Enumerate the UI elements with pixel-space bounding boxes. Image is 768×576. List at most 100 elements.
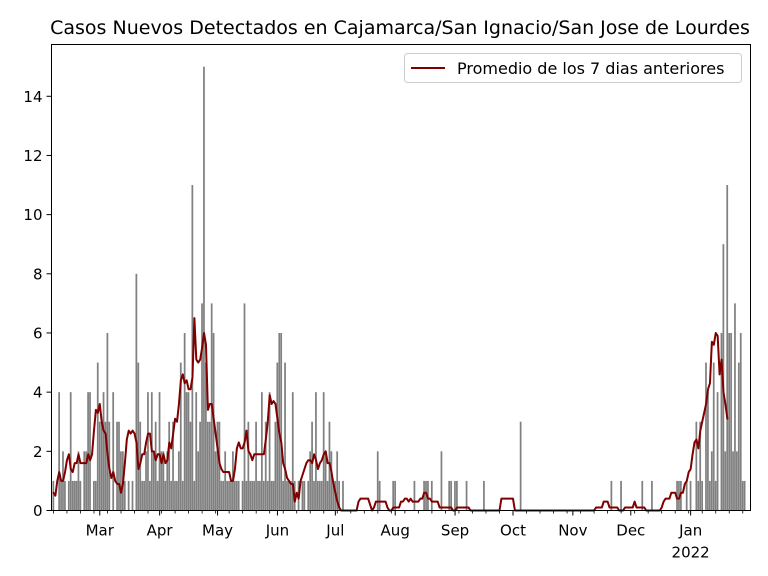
x-tick-label-aug: Aug bbox=[381, 522, 410, 540]
bar-day-149 bbox=[338, 480, 340, 511]
bar-day-142 bbox=[324, 451, 327, 511]
bar-day-146 bbox=[332, 480, 335, 511]
legend: Promedio de los 7 dias anteriores bbox=[404, 53, 742, 83]
bar-day-188 bbox=[413, 480, 416, 511]
bar-day-47 bbox=[141, 480, 144, 511]
bar-day-352 bbox=[730, 332, 732, 511]
bar-day-111 bbox=[264, 421, 267, 511]
bar-day-40 bbox=[127, 480, 130, 511]
bar-day-97 bbox=[237, 480, 240, 511]
y-tick-label-4: 4 bbox=[33, 384, 43, 402]
bar-day-109 bbox=[261, 392, 263, 511]
legend-box bbox=[404, 53, 742, 83]
bar-day-9 bbox=[67, 480, 70, 511]
x-tick-label-sep: Sep bbox=[441, 522, 469, 540]
bar-day-358 bbox=[741, 480, 744, 511]
bar-day-96 bbox=[235, 480, 238, 511]
bar-day-125 bbox=[291, 392, 294, 511]
bar-day-140 bbox=[320, 480, 323, 511]
bar-day-102 bbox=[247, 421, 250, 511]
bar-day-44 bbox=[135, 273, 138, 511]
bar-day-345 bbox=[716, 392, 719, 511]
bar-day-108 bbox=[259, 480, 261, 511]
bar-day-77 bbox=[199, 421, 201, 511]
bar-day-337 bbox=[701, 480, 703, 511]
bar-day-38 bbox=[123, 480, 126, 511]
x-tick-label-mar: Mar bbox=[86, 522, 115, 540]
bar-day-19 bbox=[87, 392, 89, 511]
bar-day-131 bbox=[303, 480, 306, 511]
bar-day-355 bbox=[736, 451, 738, 511]
bar-day-356 bbox=[737, 362, 740, 511]
bar-day-290 bbox=[610, 480, 613, 511]
bar-day-18 bbox=[85, 451, 88, 511]
bar-day-104 bbox=[251, 480, 254, 511]
bar-day-53 bbox=[152, 451, 155, 511]
plot-frame bbox=[51, 44, 751, 511]
bar-day-78 bbox=[201, 303, 203, 511]
bar-day-101 bbox=[245, 480, 248, 511]
bar-day-119 bbox=[280, 332, 283, 511]
bar-day-121 bbox=[284, 362, 286, 511]
x-tick-label-dec: Dec bbox=[616, 522, 645, 540]
bar-day-71 bbox=[187, 392, 190, 511]
bar-day-336 bbox=[699, 421, 702, 511]
bar-day-88 bbox=[220, 480, 223, 511]
bar-day-343 bbox=[712, 362, 715, 511]
bar-day-42 bbox=[131, 480, 134, 511]
bar-day-106 bbox=[255, 421, 257, 511]
bar-day-45 bbox=[137, 362, 140, 511]
bar-day-26 bbox=[100, 421, 103, 511]
bar-day-143 bbox=[326, 480, 329, 511]
bar-day-178 bbox=[394, 480, 396, 511]
bar-day-130 bbox=[301, 480, 304, 511]
bar-day-7 bbox=[64, 480, 66, 511]
bar-day-105 bbox=[253, 480, 256, 511]
y-tick-label-14: 14 bbox=[23, 88, 42, 106]
bar-day-65 bbox=[176, 480, 178, 511]
bar-day-57 bbox=[160, 451, 163, 511]
bar-day-122 bbox=[286, 480, 288, 511]
bar-day-23 bbox=[94, 480, 97, 511]
x-tick-label-nov: Nov bbox=[558, 522, 587, 540]
bar-day-90 bbox=[224, 451, 227, 511]
bar-day-148 bbox=[336, 451, 339, 511]
bar-day-325 bbox=[678, 480, 680, 511]
bar-day-87 bbox=[218, 421, 221, 511]
bar-day-28 bbox=[104, 421, 107, 511]
bar-day-59 bbox=[164, 480, 167, 511]
bar-day-197 bbox=[430, 480, 433, 511]
bar-day-12 bbox=[73, 480, 76, 511]
bar-day-115 bbox=[272, 480, 275, 511]
bar-day-17 bbox=[83, 451, 86, 511]
bar-day-85 bbox=[214, 451, 217, 511]
bar-day-341 bbox=[708, 480, 711, 511]
bar-day-35 bbox=[118, 421, 120, 511]
y-axis: 0 2 4 6 8 10 12 14 bbox=[23, 88, 52, 520]
bar-day-11 bbox=[71, 480, 74, 511]
bar-day-202 bbox=[440, 451, 443, 511]
bar-day-112 bbox=[266, 480, 269, 511]
bar-day-55 bbox=[156, 480, 159, 511]
y-tick-label-6: 6 bbox=[33, 324, 43, 342]
bar-day-359 bbox=[743, 480, 746, 511]
bar-day-117 bbox=[276, 362, 279, 511]
bar-day-24 bbox=[96, 362, 99, 511]
bar-day-29 bbox=[106, 332, 109, 511]
bar-day-243 bbox=[519, 421, 522, 511]
bar-day-137 bbox=[315, 392, 317, 511]
bar-day-14 bbox=[77, 451, 80, 511]
bar-day-342 bbox=[710, 451, 713, 511]
y-tick-label-12: 12 bbox=[23, 147, 42, 165]
x-year-label: 2022 bbox=[672, 544, 710, 562]
bar-day-36 bbox=[120, 451, 122, 511]
bar-day-210 bbox=[456, 480, 458, 511]
bar-day-329 bbox=[685, 480, 688, 511]
bar-day-25 bbox=[98, 421, 101, 511]
bar-day-63 bbox=[172, 421, 174, 511]
bar-day-73 bbox=[191, 185, 194, 511]
bar-day-123 bbox=[288, 480, 290, 511]
x-tick-label-apr: Apr bbox=[147, 522, 174, 540]
bar-day-344 bbox=[714, 480, 717, 511]
bar-day-224 bbox=[483, 480, 485, 511]
